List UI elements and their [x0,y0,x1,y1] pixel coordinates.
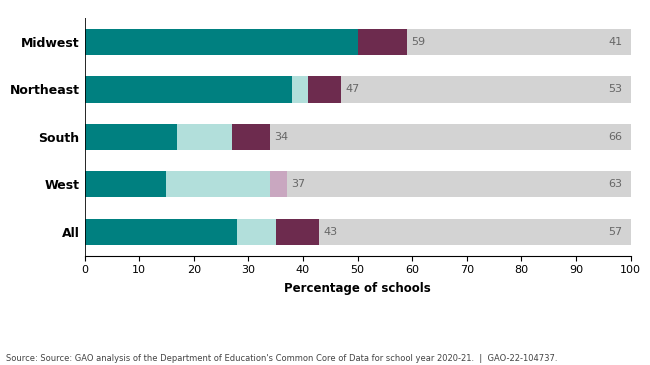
Text: 59: 59 [411,37,425,47]
Bar [84,171,166,197]
Bar [237,219,276,245]
Bar [84,76,292,103]
Bar [407,29,630,55]
Bar [308,76,341,103]
Bar [287,171,630,197]
Text: Source: Source: GAO analysis of the Department of Education's Common Core of Dat: Source: Source: GAO analysis of the Depa… [6,354,558,363]
Bar [270,124,630,150]
Bar [276,219,319,245]
Bar [319,219,630,245]
Bar [358,29,407,55]
Text: 43: 43 [324,227,338,237]
Text: 53: 53 [608,84,622,95]
Text: 34: 34 [274,132,289,142]
Text: 66: 66 [608,132,622,142]
Text: 37: 37 [291,179,305,189]
Bar [166,171,270,197]
Bar [177,124,232,150]
Bar [84,219,237,245]
Text: 47: 47 [346,84,359,95]
Text: 41: 41 [608,37,622,47]
Text: 63: 63 [608,179,622,189]
Bar [232,124,270,150]
Text: 57: 57 [608,227,622,237]
Bar [84,29,358,55]
Bar [270,171,287,197]
X-axis label: Percentage of schools: Percentage of schools [284,282,431,295]
Bar [84,124,177,150]
Bar [292,76,308,103]
Bar [341,76,630,103]
